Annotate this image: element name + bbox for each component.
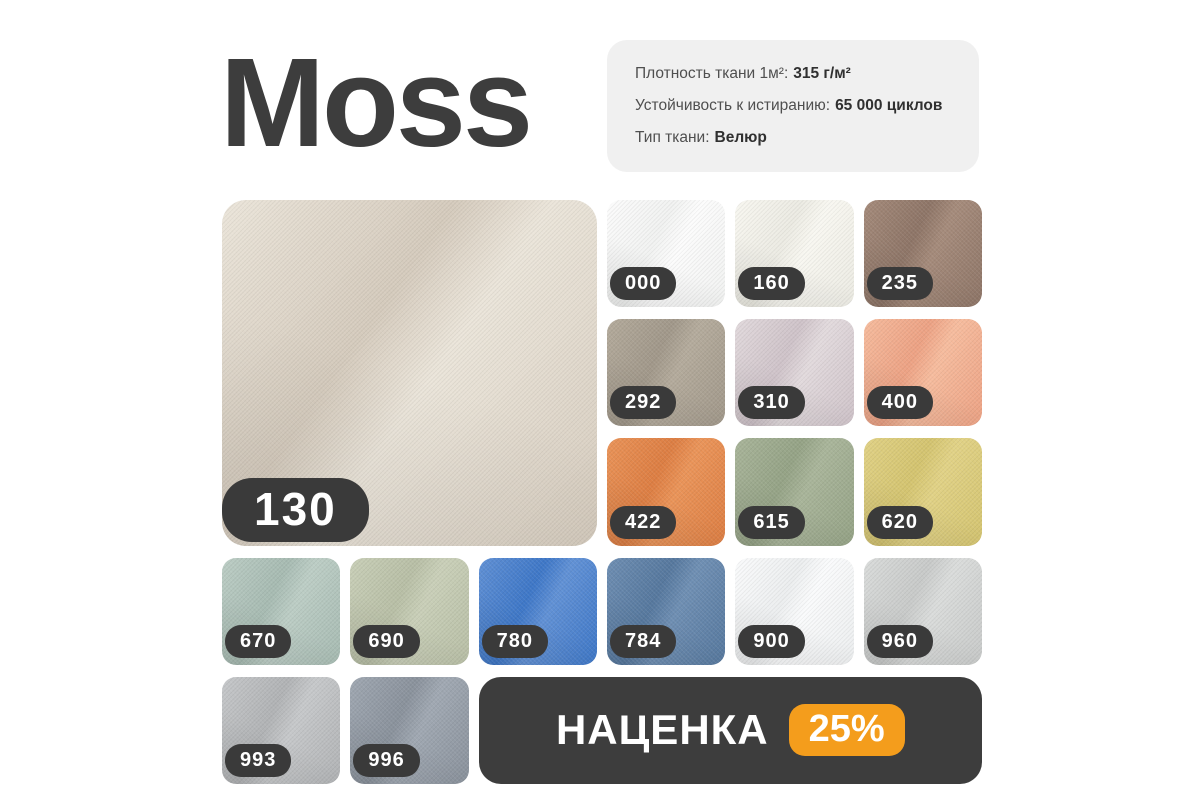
markup-percent-badge: 25% [788, 704, 905, 757]
spec-label: Устойчивость к истиранию: [635, 97, 831, 114]
fabric-swatch: 400 [863, 319, 982, 427]
fabric-swatch: 000 [607, 200, 726, 308]
swatch-code-pill: 160 [738, 267, 805, 301]
fabric-swatch: 235 [863, 200, 982, 308]
swatch-code-pill: 310 [738, 386, 805, 420]
fabric-swatch: 160 [735, 200, 854, 308]
swatch-code-pill: 422 [610, 505, 677, 539]
spec-label: Тип ткани: [635, 129, 710, 146]
swatch-code-pill: 960 [866, 624, 934, 658]
swatch-code-pill: 784 [610, 624, 677, 658]
fabric-swatch: 310 [735, 319, 854, 427]
swatch-code-pill: 690 [353, 624, 420, 658]
fabric-swatch: 960 [863, 557, 982, 665]
spec-value: 65 000 циклов [835, 97, 943, 114]
swatch-code-pill: 780 [481, 624, 549, 658]
spec-row: Тип ткани: Велюр [635, 129, 951, 147]
swatch-code-pill: 996 [353, 743, 420, 777]
fabric-swatch: 615 [735, 438, 854, 546]
swatch-code-pill: 292 [610, 386, 677, 420]
fabric-swatch: 292 [607, 319, 726, 427]
fabric-swatch: 900 [735, 557, 854, 665]
swatch-code-pill: 900 [738, 624, 805, 658]
markup-label: НАЦЕНКА [555, 706, 769, 754]
spec-value: Велюр [714, 129, 767, 146]
fabric-swatch: 422 [607, 438, 726, 546]
spec-label: Плотность ткани 1м²: [635, 65, 789, 82]
fabric-name-title: Moss [220, 32, 533, 173]
swatch-code-pill: 000 [610, 267, 677, 301]
swatch-code-pill: 993 [225, 743, 292, 777]
fabric-swatch: 993 [222, 676, 341, 784]
swatch-code-pill: 670 [225, 624, 292, 658]
swatch-code-pill: 620 [866, 505, 934, 539]
spec-row: Устойчивость к истиранию: 65 000 циклов [635, 97, 951, 115]
swatch-grid: 130 НАЦЕНКА 25% 000 160 235 292 310 400 … [222, 200, 982, 784]
fabric-swatch: 670 [222, 557, 341, 665]
swatch-code-pill: 235 [866, 267, 934, 301]
swatch-code-pill: 615 [738, 505, 805, 539]
fabric-swatch: 780 [478, 557, 597, 665]
markup-banner: НАЦЕНКА 25% [478, 676, 982, 784]
fabric-swatch: 996 [350, 676, 469, 784]
swatch-code-pill: 400 [866, 386, 934, 420]
fabric-specs-box: Плотность ткани 1м²: 315 г/м² Устойчивост… [607, 40, 979, 172]
spec-value: 315 г/м² [793, 65, 851, 82]
main-fabric-swatch: 130 [222, 200, 597, 546]
fabric-swatch: 620 [863, 438, 982, 546]
main-swatch-code-pill: 130 [222, 477, 369, 542]
fabric-swatch: 784 [607, 557, 726, 665]
fabric-swatch: 690 [350, 557, 469, 665]
spec-row: Плотность ткани 1м²: 315 г/м² [635, 65, 951, 83]
